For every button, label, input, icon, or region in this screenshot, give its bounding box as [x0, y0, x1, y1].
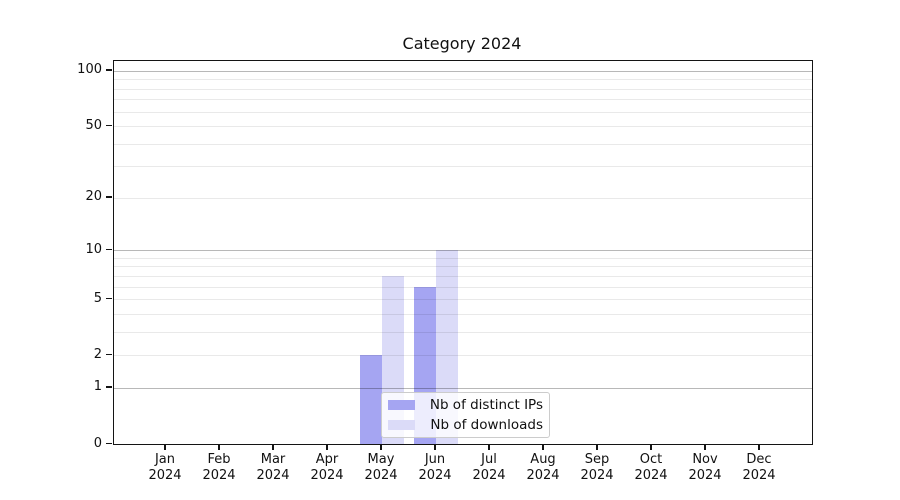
- x-tick-mark: [758, 444, 760, 450]
- legend-label-downloads: Nb of downloads: [430, 417, 543, 433]
- legend: Nb of distinct IPs Nb of downloads: [381, 392, 550, 438]
- gridline-major: [114, 387, 812, 389]
- gridline-major: [114, 250, 812, 252]
- x-tick-label: Sep 2024: [580, 452, 614, 483]
- y-tick-mark: [106, 248, 112, 251]
- bar-may-distinct-ips: [360, 355, 382, 444]
- gridline-minor: [114, 111, 812, 113]
- x-tick-mark: [272, 444, 274, 450]
- gridline-minor: [114, 299, 812, 301]
- y-tick-label: 10: [85, 241, 102, 257]
- x-tick-mark: [218, 444, 220, 450]
- y-tick-label: 50: [85, 117, 102, 133]
- x-tick-label: Oct 2024: [634, 452, 668, 483]
- gridline-minor: [114, 88, 812, 90]
- gridline-minor: [114, 126, 812, 128]
- gridline-minor: [114, 286, 812, 288]
- x-tick-mark: [704, 444, 706, 450]
- y-tick-label: 2: [93, 346, 102, 362]
- x-tick-mark: [650, 444, 652, 450]
- x-tick-mark: [596, 444, 598, 450]
- x-tick-label: Apr 2024: [310, 452, 344, 483]
- x-tick-label: Nov 2024: [688, 452, 722, 483]
- gridline-minor: [114, 331, 812, 333]
- y-tick-mark: [106, 386, 112, 388]
- gridline-minor: [114, 143, 812, 145]
- chart-title: Category 2024: [402, 34, 522, 53]
- y-tick-mark: [106, 442, 112, 444]
- x-tick-label: Feb 2024: [202, 452, 236, 483]
- legend-swatch-downloads-icon: [388, 420, 415, 430]
- gridline-minor: [114, 257, 812, 259]
- x-tick-label: Jun 2024: [418, 452, 452, 483]
- gridline-minor: [114, 99, 812, 101]
- y-tick-label: 5: [93, 290, 102, 306]
- y-tick-label: 100: [77, 62, 102, 78]
- y-tick-label: 20: [85, 189, 102, 205]
- x-tick-label: Aug 2024: [526, 452, 560, 483]
- x-tick-label: May 2024: [364, 452, 398, 483]
- x-tick-mark: [434, 444, 436, 450]
- legend-label-distinct-ips: Nb of distinct IPs: [429, 397, 543, 413]
- y-tick-mark: [106, 297, 112, 300]
- x-tick-label: Jan 2024: [148, 452, 182, 483]
- grid-layer: [114, 61, 812, 444]
- legend-swatch-distinct-ips-icon: [388, 400, 415, 410]
- y-tick-mark: [106, 353, 112, 356]
- y-tick-mark: [106, 69, 112, 71]
- plot-area: Nb of distinct IPs Nb of downloads: [113, 60, 813, 445]
- gridline-minor: [114, 275, 812, 277]
- x-tick-mark: [164, 444, 166, 450]
- gridline-minor: [114, 355, 812, 357]
- x-tick-mark: [380, 444, 382, 450]
- x-tick-mark: [326, 444, 328, 450]
- y-tick-label: 1: [93, 379, 102, 395]
- gridline-minor: [114, 79, 812, 81]
- x-tick-label: Dec 2024: [742, 452, 776, 483]
- gridline-minor: [114, 313, 812, 315]
- y-tick-mark: [106, 124, 112, 127]
- legend-item-downloads: Nb of downloads: [388, 417, 543, 433]
- y-tick-mark: [106, 196, 112, 198]
- x-tick-mark: [542, 444, 544, 450]
- x-tick-label: Mar 2024: [256, 452, 290, 483]
- gridline-major: [114, 70, 812, 72]
- x-tick-mark: [488, 444, 490, 450]
- gridline-minor: [114, 197, 812, 199]
- gridline-minor: [114, 166, 812, 168]
- gridline-minor: [114, 266, 812, 268]
- y-tick-label: 0: [93, 435, 102, 451]
- legend-item-distinct-ips: Nb of distinct IPs: [388, 397, 543, 413]
- x-tick-label: Jul 2024: [472, 452, 506, 483]
